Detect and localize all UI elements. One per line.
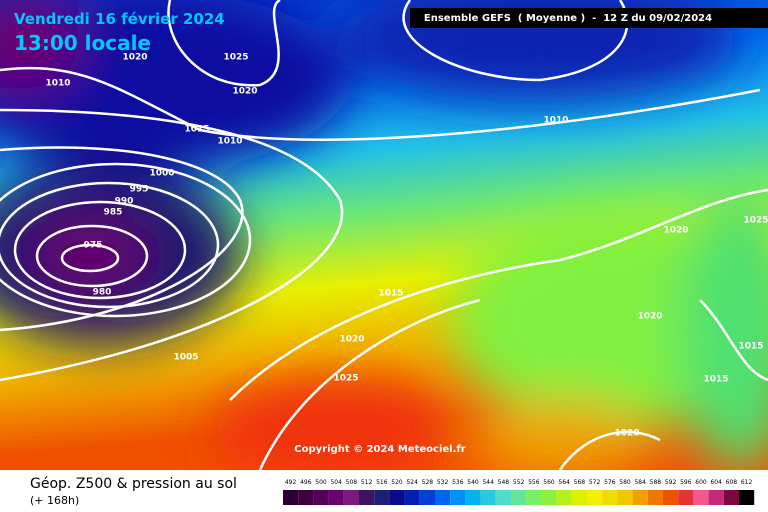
isobar-label: 1015 <box>738 342 763 352</box>
isobar-label: 990 <box>115 197 134 207</box>
isobar-label: 1015 <box>703 375 728 385</box>
legend-label: 560 <box>543 479 555 486</box>
legend-label: 508 <box>346 479 358 486</box>
isobar-label: 1020 <box>637 312 662 322</box>
legend-swatch <box>708 490 724 505</box>
legend-label: 568 <box>574 479 586 486</box>
isobar-label: 1010 <box>543 116 568 126</box>
legend-swatch <box>632 490 648 505</box>
copyright: Copyright © 2024 Meteociel.fr <box>294 444 465 455</box>
legend-label: 496 <box>300 479 312 486</box>
legend-label: 608 <box>726 479 738 486</box>
legend-swatch <box>404 490 420 505</box>
legend-swatch <box>283 490 299 505</box>
legend-swatch <box>435 490 451 505</box>
legend-swatch <box>359 490 375 505</box>
isobar-label: 1020 <box>614 429 639 439</box>
legend-swatch <box>739 490 755 505</box>
isobar-label: 1025 <box>333 374 358 384</box>
legend-swatch <box>602 490 618 505</box>
legend-label: 544 <box>482 479 494 486</box>
isobar-label: 1015 <box>184 125 209 135</box>
legend-label: 552 <box>513 479 525 486</box>
legend-label: 516 <box>376 479 388 486</box>
legend-label: 548 <box>498 479 510 486</box>
legend-label: 556 <box>528 479 540 486</box>
isobar-label: 1025 <box>223 53 248 63</box>
isobar-label: 1020 <box>232 87 257 97</box>
lead-time: (+ 168h) <box>30 494 79 507</box>
legend-label: 572 <box>589 479 601 486</box>
legend-label: 500 <box>315 479 327 486</box>
legend-label: 532 <box>437 479 449 486</box>
legend-swatch <box>480 490 496 505</box>
legend-label: 528 <box>422 479 434 486</box>
legend-label: 492 <box>285 479 297 486</box>
isobar-label: 1000 <box>149 169 174 179</box>
legend-swatch <box>587 490 603 505</box>
legend-label: 588 <box>650 479 662 486</box>
date: Vendredi 16 février 2024 <box>14 10 225 28</box>
isobar-label: 985 <box>104 208 123 218</box>
legend-label: 504 <box>330 479 342 486</box>
legend-swatch <box>541 490 557 505</box>
legend-label: 600 <box>695 479 707 486</box>
legend-swatch <box>450 490 466 505</box>
legend-label: 540 <box>467 479 479 486</box>
isobar-label: 1010 <box>217 137 242 147</box>
legend-swatch <box>389 490 405 505</box>
model-info: Ensemble GEFS ( Moyenne ) - 12 Z du 09/0… <box>424 13 712 24</box>
legend-swatch <box>495 490 511 505</box>
legend-swatch <box>556 490 572 505</box>
isobar-label: 1025 <box>743 216 768 226</box>
legend-swatch <box>511 490 527 505</box>
legend-swatch <box>419 490 435 505</box>
legend-label: 580 <box>619 479 631 486</box>
legend-label: 596 <box>680 479 692 486</box>
legend-swatch <box>617 490 633 505</box>
model-banner <box>410 8 768 28</box>
legend-swatch <box>693 490 709 505</box>
footer-title: Géop. Z500 & pression au sol <box>30 476 237 492</box>
legend-label: 612 <box>741 479 753 486</box>
isobar-label: 1020 <box>339 335 364 345</box>
local-time: 13:00 locale <box>14 31 151 55</box>
legend-swatch <box>328 490 344 505</box>
isobars <box>0 0 768 470</box>
legend-swatch <box>723 490 739 505</box>
legend-swatch <box>647 490 663 505</box>
isobar-label: 1010 <box>45 79 70 89</box>
legend-swatch <box>343 490 359 505</box>
legend-label: 512 <box>361 479 373 486</box>
legend-swatch <box>526 490 542 505</box>
legend-swatch <box>298 490 314 505</box>
isobar-label: 1020 <box>122 53 147 63</box>
legend-label: 520 <box>391 479 403 486</box>
legend-swatch <box>465 490 481 505</box>
isobar-label: 980 <box>93 288 112 298</box>
legend-label: 524 <box>406 479 418 486</box>
isobar-label: 995 <box>130 185 149 195</box>
legend-label: 592 <box>665 479 677 486</box>
isobar-label: 1005 <box>173 353 198 363</box>
legend-label: 564 <box>558 479 570 486</box>
legend-label: 604 <box>710 479 722 486</box>
legend-swatch <box>374 490 390 505</box>
legend-swatch <box>663 490 679 505</box>
legend-swatch <box>571 490 587 505</box>
isobar-label: 975 <box>84 241 103 251</box>
legend-swatch <box>678 490 694 505</box>
isobar-label: 1020 <box>663 226 688 236</box>
field-shading <box>0 0 768 480</box>
isobar-label: 1015 <box>378 289 403 299</box>
legend-swatch <box>313 490 329 505</box>
legend-label: 576 <box>604 479 616 486</box>
legend-label: 536 <box>452 479 464 486</box>
legend-label: 584 <box>634 479 646 486</box>
